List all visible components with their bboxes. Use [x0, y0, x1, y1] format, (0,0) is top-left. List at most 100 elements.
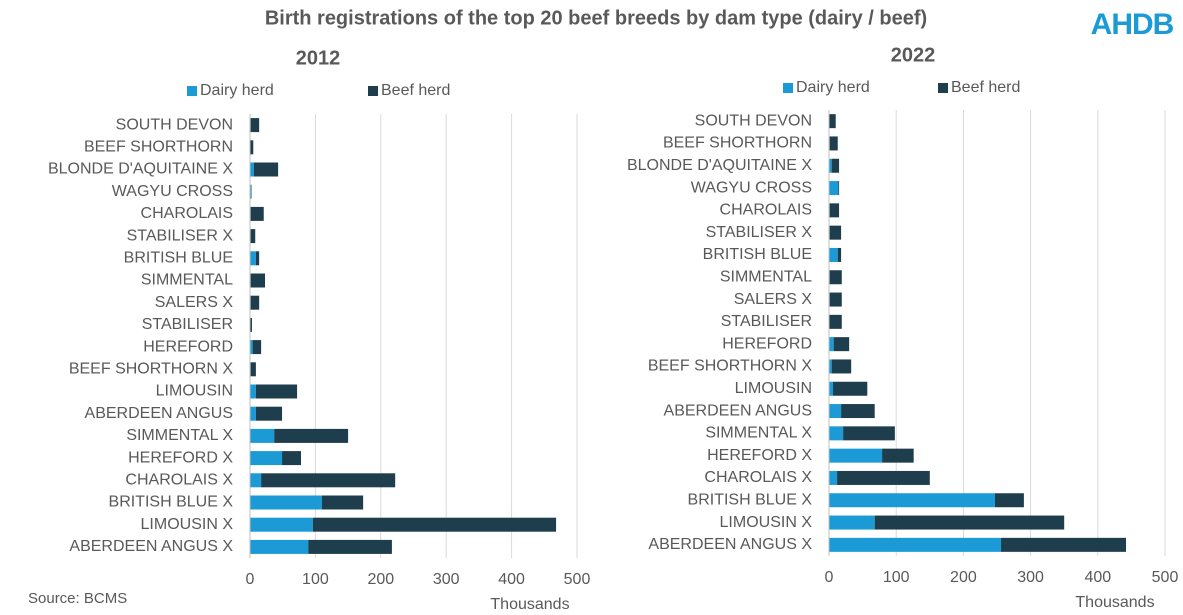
y-tick-label: SOUTH DEVON	[116, 116, 233, 133]
bar	[829, 448, 883, 463]
x-axis-label: Thousands	[490, 596, 569, 613]
bar	[833, 337, 850, 352]
y-tick-label: LIMOUSIN	[156, 383, 233, 400]
bar	[829, 537, 1002, 552]
bar	[831, 158, 840, 173]
legend-label: Dairy herd	[200, 82, 274, 99]
bar	[829, 203, 840, 218]
bar	[250, 517, 313, 532]
y-tick-label: SALERS X	[734, 291, 813, 308]
y-tick-label: BEEF SHORTHORN	[84, 139, 233, 156]
y-tick-label: BRITISH BLUE X	[109, 494, 234, 511]
bar	[829, 515, 875, 530]
y-tick-label: WAGYU CROSS	[112, 183, 233, 200]
bar	[250, 140, 254, 155]
bar	[829, 136, 838, 151]
bar	[253, 162, 279, 177]
bar	[994, 493, 1024, 508]
y-tick-label: HEREFORD X	[707, 447, 812, 464]
bar	[255, 384, 298, 399]
bar	[829, 404, 842, 419]
bar	[250, 317, 252, 332]
x-tick-label: 100	[883, 569, 910, 586]
y-tick-label: BRITISH BLUE	[703, 246, 812, 263]
bar	[829, 181, 839, 196]
x-tick-label: 300	[433, 571, 460, 588]
bar	[882, 448, 914, 463]
bar	[837, 247, 842, 262]
bar	[250, 251, 256, 266]
x-tick-label: 200	[950, 569, 977, 586]
y-tick-label: CHAROLAIS	[141, 205, 233, 222]
y-tick-label: SIMMENTAL X	[705, 425, 812, 442]
bar	[833, 381, 868, 396]
y-tick-label: BRITISH BLUE	[124, 250, 233, 267]
x-tick-label: 0	[246, 571, 255, 588]
bar	[274, 428, 349, 443]
bar	[250, 406, 256, 421]
legend-label: Dairy herd	[796, 79, 870, 96]
bar	[321, 495, 364, 510]
y-tick-label: ABERDEEN ANGUS X	[648, 536, 812, 553]
bar	[829, 114, 836, 129]
subplot-title: 2022	[891, 44, 936, 66]
bar	[282, 451, 302, 466]
bar	[250, 539, 309, 554]
x-axis-label: Thousands	[1075, 594, 1154, 611]
y-tick-label: STABILISER	[142, 316, 233, 333]
y-tick-label: ABERDEEN ANGUS	[85, 405, 233, 422]
bar	[841, 404, 875, 419]
bar	[829, 270, 842, 285]
bar	[250, 273, 266, 288]
y-tick-label: SALERS X	[155, 294, 234, 311]
y-tick-label: SIMMENTAL X	[126, 427, 233, 444]
bar	[250, 362, 256, 377]
bar	[250, 118, 260, 133]
y-tick-label: STABILISER X	[127, 227, 234, 244]
bar	[843, 426, 895, 441]
x-tick-label: 500	[1152, 569, 1179, 586]
bar	[829, 359, 832, 374]
y-tick-label: BEEF SHORTHORN X	[69, 361, 234, 378]
bar	[829, 493, 995, 508]
bar	[250, 229, 256, 244]
bar	[829, 247, 838, 262]
legend-swatch	[938, 83, 948, 93]
legend-swatch	[783, 83, 793, 93]
y-tick-label: WAGYU CROSS	[691, 179, 812, 196]
bar	[250, 384, 256, 399]
bar	[308, 539, 392, 554]
bar	[250, 206, 264, 221]
bar	[829, 337, 834, 352]
bar	[838, 181, 840, 196]
legend-label: Beef herd	[951, 79, 1020, 96]
x-tick-label: 300	[1017, 569, 1044, 586]
legend-label: Beef herd	[381, 82, 450, 99]
subplot-title: 2012	[296, 47, 341, 69]
bar	[312, 517, 557, 532]
bar	[829, 158, 832, 173]
bar	[250, 473, 262, 488]
bar	[837, 470, 930, 485]
bar	[829, 314, 842, 329]
bar	[250, 162, 254, 177]
bar	[255, 406, 283, 421]
bar	[250, 495, 322, 510]
x-tick-label: 100	[302, 571, 329, 588]
chart-title: Birth registrations of the top 20 beef b…	[265, 7, 927, 29]
y-tick-label: CHAROLAIS X	[125, 472, 233, 489]
bar	[250, 451, 283, 466]
x-tick-label: 500	[564, 571, 591, 588]
bar	[829, 381, 834, 396]
x-tick-label: 0	[825, 569, 834, 586]
bar	[250, 184, 252, 199]
bar	[829, 426, 844, 441]
y-tick-label: LIMOUSIN	[735, 380, 812, 397]
bar	[1001, 537, 1127, 552]
y-tick-label: LIMOUSIN X	[141, 516, 234, 533]
bar	[829, 470, 838, 485]
y-tick-label: BLONDE D'AQUITAINE X	[627, 157, 812, 174]
y-tick-label: BEEF SHORTHORN X	[648, 358, 813, 375]
y-tick-label: CHAROLAIS	[720, 202, 812, 219]
